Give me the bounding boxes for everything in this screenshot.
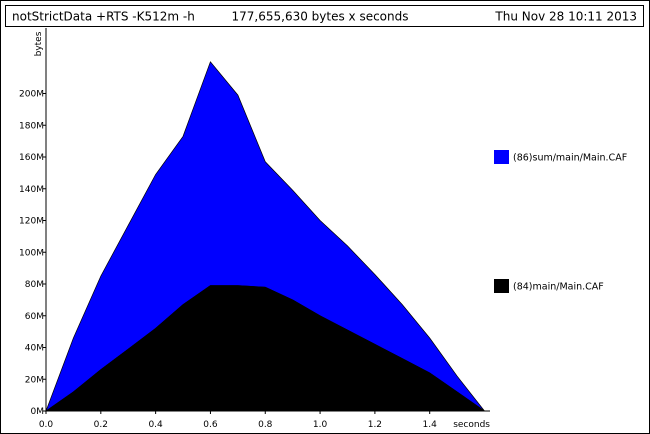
header-box xyxy=(5,5,644,27)
x-tick-label: 1.4 xyxy=(423,420,438,430)
x-axis-label: seconds xyxy=(453,420,490,430)
y-tick-label: 80M xyxy=(25,280,44,290)
y-tick-label: 120M xyxy=(19,217,44,227)
y-tick-label: 20M xyxy=(25,375,44,385)
y-tick-label: 140M xyxy=(19,185,44,195)
x-tick-label: 0.0 xyxy=(39,420,54,430)
y-tick-label: 0M xyxy=(31,407,45,417)
y-tick-label: 100M xyxy=(19,248,44,258)
legend-label: (84)main/Main.CAF xyxy=(513,282,604,293)
header-total: 177,655,630 bytes x seconds xyxy=(232,10,409,24)
y-tick-label: 200M xyxy=(19,90,44,100)
y-tick-label: 40M xyxy=(25,344,44,354)
x-tick-label: 0.8 xyxy=(258,420,273,430)
legend-swatch xyxy=(494,279,509,293)
y-tick-label: 60M xyxy=(25,312,44,322)
x-tick-label: 1.2 xyxy=(368,420,382,430)
axes: 0M 20M 40M 60M 80M 100M 120M 140M 160M 180M 200M 0.… xyxy=(19,28,490,430)
header-date: Thu Nov 28 10:11 2013 xyxy=(494,10,637,24)
x-tick-label: 1.0 xyxy=(313,420,328,430)
x-tick-label: 0.4 xyxy=(148,420,163,430)
legend: (86)sum/main/Main.CAF (84)main/Main.CAF xyxy=(494,150,627,293)
y-axis-label: bytes xyxy=(34,31,44,56)
legend-swatch xyxy=(494,150,509,164)
y-tick-label: 160M xyxy=(19,153,44,163)
header-program: notStrictData +RTS -K512m -h xyxy=(12,10,195,24)
x-tick-label: 0.6 xyxy=(203,420,218,430)
legend-label: (86)sum/main/Main.CAF xyxy=(513,153,627,164)
y-tick-label: 180M xyxy=(19,121,44,131)
x-tick-label: 0.2 xyxy=(94,420,108,430)
